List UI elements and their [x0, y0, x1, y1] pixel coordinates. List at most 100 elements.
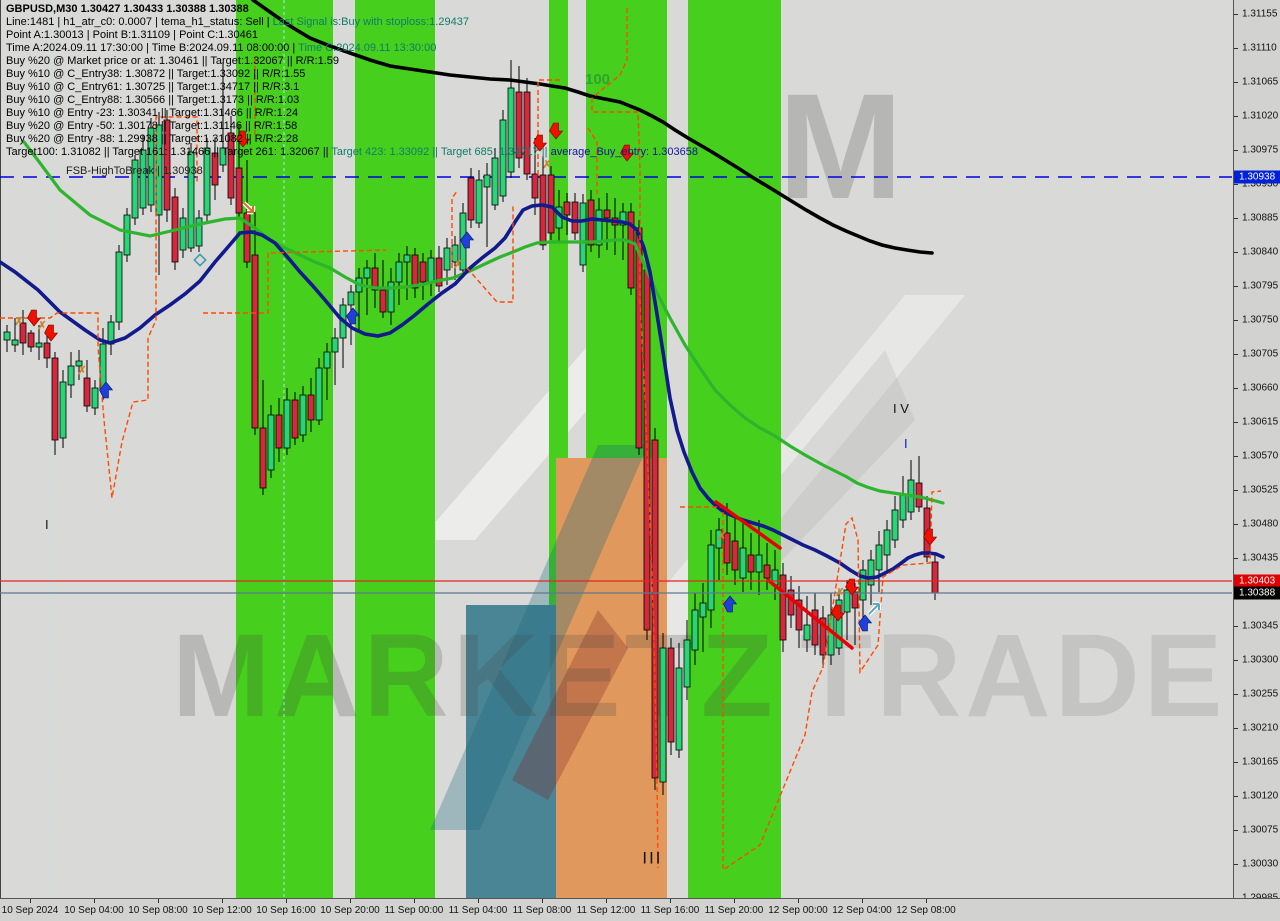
info-line: Time A:2024.09.11 17:30:00 | Time B:2024…	[6, 42, 698, 55]
candle-body	[643, 269, 651, 631]
candle-body	[155, 124, 163, 216]
candle-body	[323, 351, 331, 369]
price-tick	[1234, 864, 1238, 865]
buy-arrow-icon	[858, 614, 873, 632]
candle-body	[827, 614, 835, 656]
candle-body	[467, 177, 475, 221]
session-band	[688, 0, 781, 898]
candle-body	[83, 377, 91, 407]
price-label: 1.30075	[1242, 824, 1279, 836]
hollow-diamond-icon	[193, 253, 207, 267]
time-tick	[798, 899, 799, 903]
price-label: 1.31155	[1242, 8, 1278, 20]
candle-body	[347, 291, 355, 306]
candle-body	[403, 254, 411, 263]
sell-arrow-icon	[44, 324, 59, 342]
candle-body	[523, 91, 531, 175]
session-band	[236, 0, 333, 898]
candle-body	[451, 244, 459, 263]
x-mark-icon: ✗	[717, 531, 726, 543]
price-tick	[1234, 796, 1238, 797]
sell-arrow-icon	[620, 144, 635, 162]
buy-arrow-icon	[346, 307, 361, 325]
candle-body	[819, 617, 827, 656]
info-line: Buy %20 @ Entry -88: 1.29938 || Target:1…	[6, 133, 698, 146]
price-label: 1.30345	[1242, 620, 1279, 632]
ma-navy	[0, 203, 945, 580]
candle-body	[715, 529, 723, 549]
price-tick	[1234, 252, 1238, 253]
candle-body	[851, 591, 859, 609]
price-tick	[1234, 82, 1238, 83]
chart-marker-label: | | |	[643, 850, 660, 864]
candle-body	[411, 254, 419, 289]
candle-body	[123, 214, 131, 256]
candle-body	[331, 337, 339, 353]
time-tick	[414, 899, 415, 903]
info-segment: GBPUSD,M30 1.30427 1.30433 1.30388 1.303…	[6, 3, 249, 15]
time-axis[interactable]: 10 Sep 2024 10 Sep 04:00 10 Sep 08:00 10 Se…	[0, 898, 1280, 921]
price-label: 1.30975	[1242, 144, 1279, 156]
candle-body	[835, 599, 843, 649]
info-segment: Buy %10 @ C_Entry88: 1.30566 || Target:1…	[6, 94, 300, 106]
info-segment: average_Buy_entry: 1.303658	[550, 146, 698, 158]
price-label: 1.30795	[1242, 280, 1279, 292]
price-tick	[1234, 354, 1238, 355]
price-label: 1.30165	[1242, 756, 1279, 768]
time-label: 12 Sep 00:00	[768, 905, 828, 916]
candle-body	[875, 544, 883, 571]
dashed-stop-line	[587, 127, 598, 195]
price-tick	[1234, 422, 1238, 423]
candle-body	[275, 414, 283, 449]
info-segment: Buy %20 @ Entry -50: 1.30178 || Target:1…	[6, 120, 298, 132]
candle-body	[635, 227, 643, 449]
candle-body	[227, 132, 235, 199]
chart-marker-label: 100	[585, 71, 610, 88]
info-segment: Point A:1.30013 | Point B:1.31109 | Poin…	[6, 29, 258, 41]
ma-black	[251, 0, 934, 255]
candle-body	[779, 574, 787, 641]
sell-arrow-icon	[923, 528, 938, 546]
highlight-box	[466, 605, 556, 898]
price-label: 1.30570	[1242, 450, 1279, 462]
price-tick	[1234, 388, 1238, 389]
candle-body	[27, 332, 35, 348]
price-label: 1.30480	[1242, 518, 1279, 530]
price-tick	[1234, 320, 1238, 321]
candle-body	[675, 667, 683, 751]
candle-body	[547, 174, 555, 234]
dashed-stop-line	[0, 116, 198, 499]
time-label: 11 Sep 08:00	[512, 905, 572, 916]
buy-arrow-icon	[99, 381, 114, 399]
candle-body	[595, 209, 603, 246]
price-badge: 1.30403	[1234, 574, 1280, 588]
fsb-line-label: FSB-HighToBreak | 1.30938	[66, 165, 203, 177]
candle-body	[579, 202, 587, 266]
time-label: 10 Sep 12:00	[192, 905, 252, 916]
price-tick	[1234, 762, 1238, 763]
candle-body	[419, 261, 427, 283]
candle-body	[691, 609, 699, 651]
candle-body	[571, 201, 579, 234]
candle-body	[443, 247, 451, 271]
info-segment: Buy %10 @ C_Entry38: 1.30872 || Target:1…	[6, 68, 306, 80]
candle-body	[163, 119, 171, 211]
sell-arrow-icon	[831, 604, 846, 622]
watermark-logo-m: M	[778, 62, 903, 230]
price-label: 1.30435	[1242, 552, 1279, 564]
info-line: Buy %10 @ C_Entry38: 1.30872 || Target:1…	[6, 68, 698, 81]
candle-body	[51, 357, 59, 441]
candle-body	[115, 251, 123, 323]
time-tick	[158, 899, 159, 903]
price-axis[interactable]: 1.31155 1.31110 1.31065 1.31020 1.30975 1.309…	[1233, 0, 1280, 904]
price-label: 1.31020	[1242, 110, 1279, 122]
candle-body	[867, 559, 875, 586]
price-label: 1.31110	[1242, 42, 1277, 54]
candle-body	[731, 540, 739, 571]
candle-body	[843, 589, 851, 613]
info-segment: Time A:2024.09.11 17:30:00 | Time B:2024…	[6, 42, 299, 54]
price-label: 1.30300	[1242, 654, 1279, 666]
price-tick	[1234, 558, 1238, 559]
